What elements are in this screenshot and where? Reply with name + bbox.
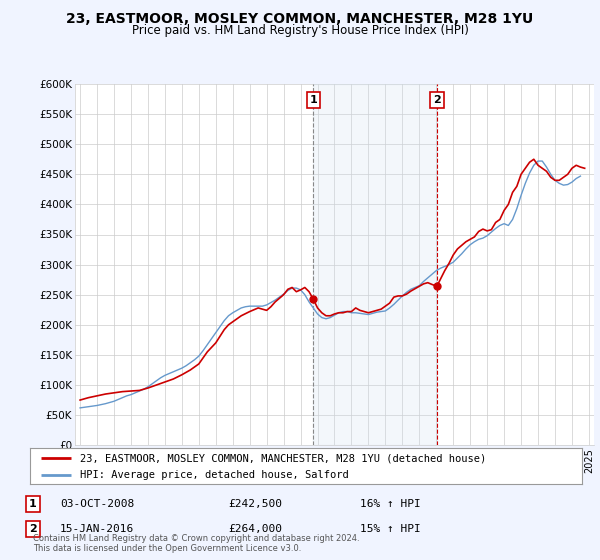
Bar <box>313 84 437 445</box>
Text: 2: 2 <box>433 95 441 105</box>
Text: Contains HM Land Registry data © Crown copyright and database right 2024.
This d: Contains HM Land Registry data © Crown c… <box>33 534 359 553</box>
Text: £242,500: £242,500 <box>228 499 282 509</box>
Text: 16% ↑ HPI: 16% ↑ HPI <box>360 499 421 509</box>
Text: Price paid vs. HM Land Registry's House Price Index (HPI): Price paid vs. HM Land Registry's House … <box>131 24 469 36</box>
Text: 2: 2 <box>29 524 37 534</box>
Text: 1: 1 <box>310 95 317 105</box>
Text: 15-JAN-2016: 15-JAN-2016 <box>60 524 134 534</box>
Text: £264,000: £264,000 <box>228 524 282 534</box>
Text: 23, EASTMOOR, MOSLEY COMMON, MANCHESTER, M28 1YU (detached house): 23, EASTMOOR, MOSLEY COMMON, MANCHESTER,… <box>80 453 486 463</box>
Text: 23, EASTMOOR, MOSLEY COMMON, MANCHESTER, M28 1YU: 23, EASTMOOR, MOSLEY COMMON, MANCHESTER,… <box>67 12 533 26</box>
Text: 03-OCT-2008: 03-OCT-2008 <box>60 499 134 509</box>
Text: HPI: Average price, detached house, Salford: HPI: Average price, detached house, Salf… <box>80 470 349 480</box>
Text: 15% ↑ HPI: 15% ↑ HPI <box>360 524 421 534</box>
Text: 1: 1 <box>29 499 37 509</box>
